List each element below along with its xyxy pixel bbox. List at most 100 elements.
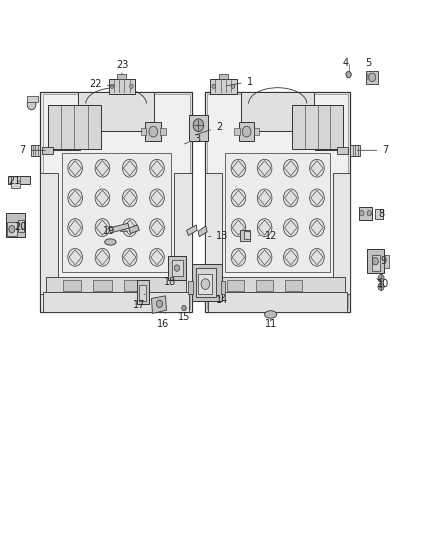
Bar	[145, 122, 161, 141]
Text: 12: 12	[258, 231, 277, 240]
Circle shape	[257, 248, 272, 266]
Bar	[359, 207, 372, 220]
Bar	[43, 292, 189, 312]
Bar	[42, 147, 53, 154]
Bar	[384, 255, 389, 268]
Text: 5: 5	[365, 58, 371, 80]
Circle shape	[231, 248, 246, 266]
Polygon shape	[129, 225, 139, 233]
Circle shape	[68, 159, 82, 177]
Bar	[196, 268, 216, 297]
Circle shape	[310, 248, 324, 266]
Circle shape	[122, 189, 137, 207]
Circle shape	[130, 84, 133, 88]
Ellipse shape	[105, 239, 116, 245]
Polygon shape	[198, 226, 207, 237]
Text: 1: 1	[226, 77, 253, 86]
Bar	[46, 277, 186, 294]
Circle shape	[257, 219, 272, 237]
Text: 23: 23	[117, 60, 129, 75]
Bar	[40, 92, 192, 312]
Text: 14: 14	[216, 295, 229, 304]
Bar	[227, 280, 244, 290]
Circle shape	[68, 248, 82, 266]
Bar	[221, 281, 225, 294]
Bar	[198, 274, 212, 294]
Bar	[208, 292, 347, 312]
Circle shape	[201, 279, 210, 289]
Bar	[93, 280, 112, 290]
Circle shape	[283, 248, 298, 266]
Circle shape	[231, 219, 246, 237]
Bar	[234, 128, 240, 135]
Circle shape	[95, 219, 110, 237]
Bar	[63, 280, 81, 290]
Bar	[244, 231, 250, 239]
Circle shape	[68, 219, 82, 237]
Circle shape	[378, 283, 384, 290]
Circle shape	[156, 300, 162, 308]
Circle shape	[174, 265, 180, 271]
Circle shape	[367, 211, 371, 216]
Circle shape	[346, 71, 351, 78]
Circle shape	[360, 211, 364, 216]
Bar	[254, 128, 259, 135]
Text: 2: 2	[195, 122, 222, 135]
Bar	[219, 74, 228, 79]
Bar	[137, 280, 149, 304]
Text: 22: 22	[89, 79, 113, 88]
Bar	[141, 128, 146, 135]
Bar	[211, 277, 345, 294]
Text: 3: 3	[184, 134, 200, 144]
Bar	[207, 94, 348, 309]
Bar	[188, 281, 193, 294]
Bar	[78, 92, 154, 131]
Bar	[292, 105, 343, 149]
Circle shape	[231, 159, 246, 177]
Text: 19: 19	[102, 227, 128, 236]
Text: 15: 15	[178, 309, 190, 322]
Text: 17: 17	[133, 294, 145, 310]
Text: 16: 16	[157, 313, 169, 328]
Bar	[8, 176, 30, 184]
Bar	[6, 213, 25, 237]
Text: 7: 7	[20, 146, 46, 155]
Circle shape	[150, 219, 164, 237]
Circle shape	[122, 159, 137, 177]
Circle shape	[68, 189, 82, 207]
Circle shape	[310, 159, 324, 177]
Circle shape	[149, 126, 158, 137]
Bar	[240, 230, 250, 241]
Circle shape	[310, 189, 324, 207]
Text: 8: 8	[371, 209, 384, 219]
Bar	[48, 105, 101, 149]
Bar	[18, 220, 24, 232]
Bar	[31, 145, 40, 156]
Bar	[109, 79, 135, 94]
Bar	[366, 71, 378, 84]
Bar	[172, 260, 183, 276]
Polygon shape	[109, 223, 129, 233]
Circle shape	[378, 274, 384, 282]
Bar	[168, 256, 186, 280]
Circle shape	[95, 189, 110, 207]
Bar	[285, 280, 302, 290]
Bar	[225, 154, 330, 272]
Circle shape	[212, 84, 215, 88]
Circle shape	[27, 99, 36, 110]
Circle shape	[150, 189, 164, 207]
Text: 13: 13	[208, 231, 229, 240]
Circle shape	[310, 219, 324, 237]
Circle shape	[231, 189, 246, 207]
Circle shape	[283, 159, 298, 177]
Bar	[117, 74, 126, 79]
Bar	[256, 280, 273, 290]
Circle shape	[257, 159, 272, 177]
Bar	[192, 264, 222, 301]
Bar	[124, 280, 142, 290]
Bar	[337, 147, 348, 154]
Bar	[173, 173, 192, 294]
Text: 18: 18	[164, 278, 176, 287]
Circle shape	[283, 219, 298, 237]
Circle shape	[9, 225, 15, 233]
